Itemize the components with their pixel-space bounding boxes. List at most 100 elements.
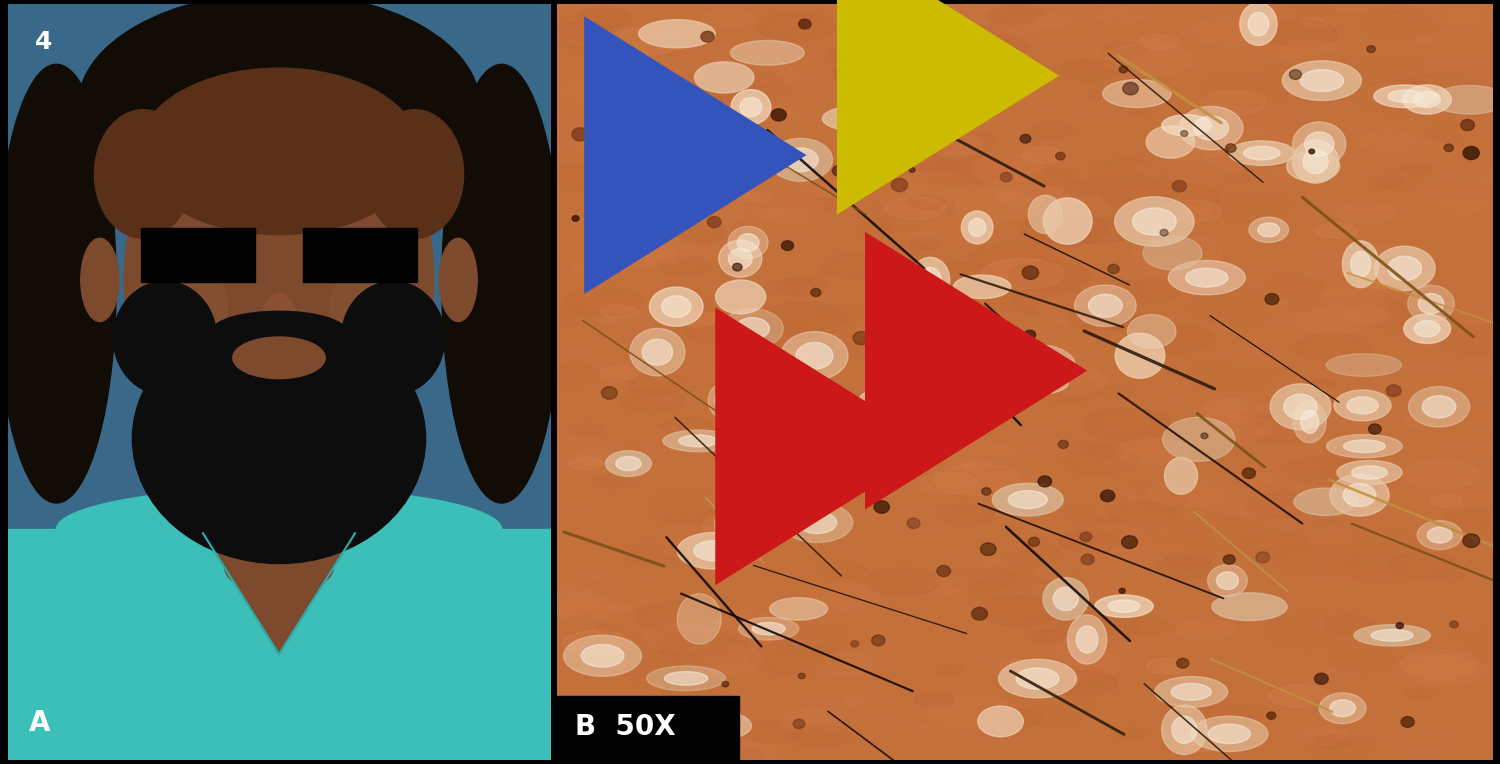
Ellipse shape [993,373,1068,395]
Ellipse shape [1334,99,1356,107]
Ellipse shape [1473,173,1500,183]
Ellipse shape [1300,206,1364,228]
Ellipse shape [1388,256,1422,280]
Ellipse shape [530,365,585,386]
Bar [8,529,550,760]
Ellipse shape [1306,327,1354,345]
Ellipse shape [1374,246,1436,290]
Ellipse shape [1138,34,1179,49]
Ellipse shape [963,60,1024,98]
Ellipse shape [624,698,687,721]
Ellipse shape [956,273,976,280]
Ellipse shape [1064,219,1131,243]
Ellipse shape [1168,694,1222,714]
Ellipse shape [1408,387,1470,427]
Ellipse shape [580,645,624,667]
Ellipse shape [514,730,606,764]
Ellipse shape [621,47,651,58]
Ellipse shape [570,257,615,274]
Ellipse shape [1190,160,1243,180]
Ellipse shape [744,65,801,86]
Ellipse shape [662,417,712,435]
Ellipse shape [530,119,612,150]
Ellipse shape [528,537,598,563]
Ellipse shape [1185,268,1228,287]
Ellipse shape [981,258,1064,289]
Ellipse shape [1000,659,1038,673]
Ellipse shape [1042,578,1089,620]
Ellipse shape [1222,173,1251,184]
Ellipse shape [549,163,627,192]
Ellipse shape [855,391,888,435]
Ellipse shape [57,488,501,571]
Ellipse shape [741,407,790,426]
Ellipse shape [1298,81,1318,89]
Ellipse shape [813,573,840,582]
Ellipse shape [1312,379,1335,387]
Ellipse shape [1352,630,1372,637]
Ellipse shape [658,511,693,523]
Ellipse shape [1054,630,1128,658]
Circle shape [891,179,908,192]
Ellipse shape [78,0,480,219]
Circle shape [1082,554,1094,565]
Ellipse shape [780,711,844,733]
Ellipse shape [1440,197,1488,215]
Ellipse shape [849,626,885,639]
Ellipse shape [1467,168,1500,184]
Circle shape [853,332,870,345]
Ellipse shape [730,40,804,65]
Ellipse shape [1406,656,1488,685]
Ellipse shape [696,128,746,147]
Ellipse shape [1396,368,1455,390]
Ellipse shape [1101,178,1179,206]
Ellipse shape [1233,530,1310,559]
Ellipse shape [1392,730,1452,753]
Text: A: A [28,710,51,737]
Ellipse shape [1274,158,1341,183]
Ellipse shape [912,131,987,158]
Ellipse shape [686,325,734,343]
Ellipse shape [1342,578,1368,588]
Ellipse shape [914,162,982,187]
Ellipse shape [736,186,766,197]
Circle shape [794,719,806,729]
Ellipse shape [1200,704,1263,727]
Ellipse shape [1074,285,1136,326]
Ellipse shape [705,486,747,501]
Ellipse shape [642,339,672,365]
Ellipse shape [1400,312,1444,329]
Ellipse shape [1354,625,1431,646]
Ellipse shape [1251,494,1335,526]
Ellipse shape [1282,456,1358,484]
Ellipse shape [897,509,954,530]
Ellipse shape [1344,306,1390,323]
Ellipse shape [1304,150,1328,173]
Ellipse shape [528,102,594,127]
Ellipse shape [1334,0,1370,11]
Ellipse shape [1352,244,1420,270]
Ellipse shape [1452,94,1486,106]
Ellipse shape [622,542,681,565]
Ellipse shape [812,305,861,322]
Circle shape [909,167,915,172]
Ellipse shape [88,11,470,223]
Ellipse shape [904,0,939,11]
Ellipse shape [1293,140,1338,183]
Ellipse shape [554,362,600,379]
Ellipse shape [1314,222,1358,238]
Ellipse shape [624,442,648,450]
Circle shape [1029,537,1039,546]
Ellipse shape [969,242,1059,275]
Ellipse shape [1106,43,1192,76]
Ellipse shape [968,286,1020,306]
Ellipse shape [920,155,1001,185]
Ellipse shape [969,219,986,237]
Circle shape [879,358,892,368]
Ellipse shape [672,714,702,728]
Circle shape [1024,330,1035,339]
Ellipse shape [1286,384,1346,407]
Ellipse shape [783,148,818,172]
Ellipse shape [1372,144,1411,158]
Ellipse shape [1388,90,1422,102]
